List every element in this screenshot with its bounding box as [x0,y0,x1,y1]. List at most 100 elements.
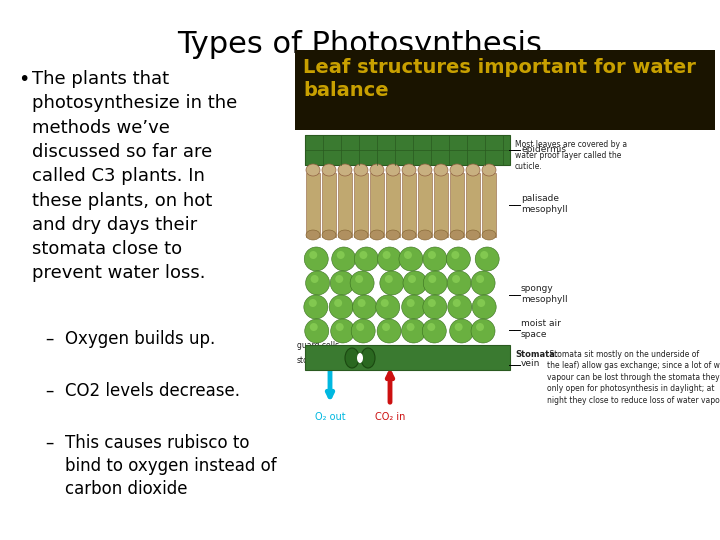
Circle shape [353,295,377,319]
Text: –: – [45,330,53,348]
Circle shape [402,295,426,319]
Bar [295,130,715,480]
Ellipse shape [306,230,320,240]
Ellipse shape [434,230,448,240]
Circle shape [476,323,484,331]
Ellipse shape [402,164,416,176]
Ellipse shape [482,164,496,176]
Circle shape [380,271,404,295]
Bar [338,173,352,237]
Circle shape [356,323,364,331]
Text: Stomata:: Stomata: [515,350,558,359]
Circle shape [447,271,471,295]
Ellipse shape [466,230,480,240]
Text: spongy
mesophyll: spongy mesophyll [521,284,567,303]
Circle shape [310,251,318,259]
Text: CO₂ in: CO₂ in [375,412,405,422]
Circle shape [452,275,460,283]
Circle shape [359,251,367,259]
Ellipse shape [482,230,496,240]
Circle shape [407,299,415,307]
Circle shape [384,275,393,283]
Bar [466,173,480,237]
Circle shape [453,299,461,307]
Bar [322,173,336,237]
Circle shape [330,271,354,295]
Ellipse shape [370,230,384,240]
Text: stoma: stoma [297,356,321,365]
Text: CO2 levels decrease.: CO2 levels decrease. [65,382,240,400]
Circle shape [471,271,495,295]
Circle shape [334,299,342,307]
Ellipse shape [418,164,432,176]
Circle shape [354,247,379,271]
Circle shape [377,319,401,343]
Ellipse shape [322,230,336,240]
Circle shape [423,271,447,295]
Bar [370,173,384,237]
Circle shape [305,271,330,295]
Circle shape [428,299,436,307]
Text: epidermis: epidermis [521,145,566,153]
Text: Leaf structures important for water
balance: Leaf structures important for water bala… [303,58,696,100]
Text: –: – [45,382,53,400]
Bar [386,173,400,237]
Bar [295,50,715,130]
Bar [418,173,432,237]
Bar [402,173,416,237]
Text: vein: vein [521,360,541,368]
Text: This causes rubisco to
bind to oxygen instead of
carbon dioxide: This causes rubisco to bind to oxygen in… [65,434,276,498]
Text: guard cells: guard cells [297,341,339,350]
Text: Stomata sit mostly on the underside of
the leaf) allow gas exchange; since a lot: Stomata sit mostly on the underside of t… [547,350,720,405]
Ellipse shape [370,164,384,176]
Circle shape [446,247,470,271]
Bar [354,173,368,237]
Bar [306,173,320,237]
Ellipse shape [361,348,375,368]
Circle shape [350,271,374,295]
Ellipse shape [418,230,432,240]
Text: Types of Photosynthesis: Types of Photosynthesis [178,30,542,59]
Circle shape [480,251,488,259]
Circle shape [304,295,328,319]
Text: •: • [18,70,30,89]
Circle shape [381,299,389,307]
Ellipse shape [450,164,464,176]
Circle shape [399,247,423,271]
Circle shape [305,247,328,271]
Text: O₂ out: O₂ out [315,412,346,422]
Ellipse shape [450,230,464,240]
Circle shape [336,323,343,331]
Text: Most leaves are covered by a
water proof layer called the
cuticle.: Most leaves are covered by a water proof… [515,140,627,171]
Circle shape [408,275,416,283]
Text: Oxygen builds up.: Oxygen builds up. [65,330,215,348]
Ellipse shape [402,230,416,240]
Circle shape [402,319,426,343]
Ellipse shape [354,164,368,176]
Bar [305,135,510,165]
Circle shape [428,275,436,283]
Circle shape [422,319,446,343]
Ellipse shape [434,164,448,176]
Circle shape [423,247,447,271]
Ellipse shape [345,348,359,368]
Bar [482,173,496,237]
Bar [305,345,510,370]
Circle shape [329,295,353,319]
Ellipse shape [338,230,352,240]
Circle shape [310,323,318,331]
Ellipse shape [322,164,336,176]
Ellipse shape [386,230,400,240]
Circle shape [451,251,459,259]
Circle shape [309,299,317,307]
Circle shape [476,275,484,283]
Circle shape [376,295,400,319]
Circle shape [382,251,390,259]
Circle shape [310,275,319,283]
Ellipse shape [357,353,363,363]
Text: moist air
space: moist air space [521,319,561,339]
Circle shape [448,295,472,319]
Circle shape [382,323,390,331]
Text: The plants that
photosynthesize in the
methods we’ve
discussed so far are
called: The plants that photosynthesize in the m… [32,70,238,282]
Circle shape [336,275,343,283]
